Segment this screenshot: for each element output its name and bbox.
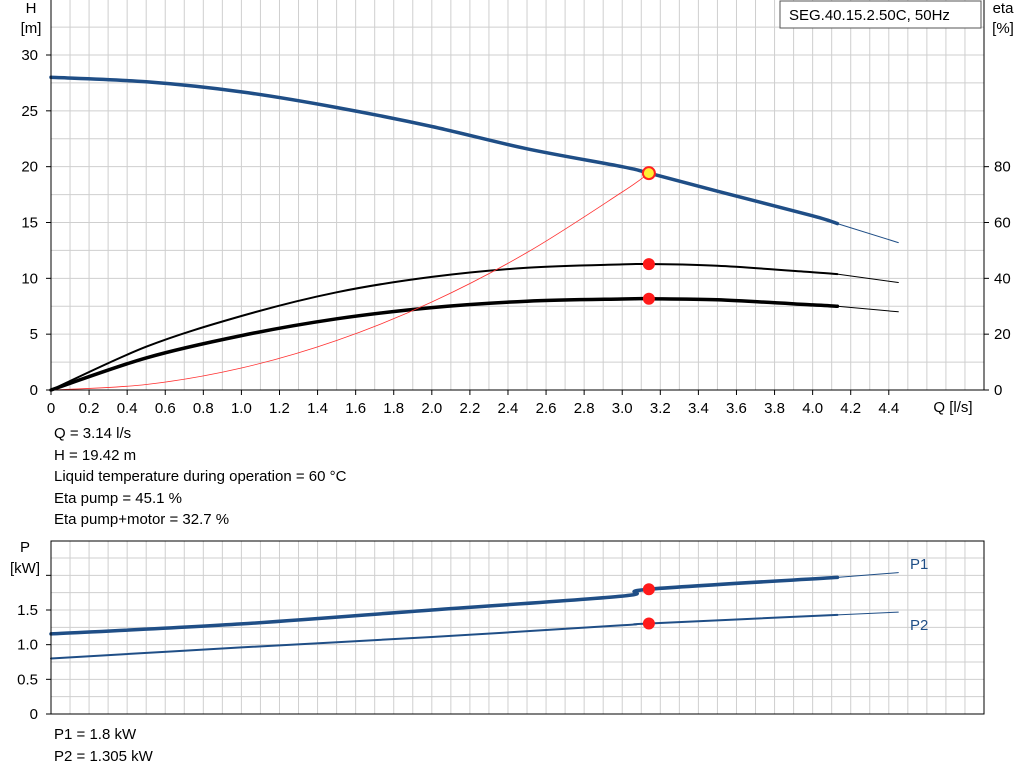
series-eta_pump-line	[50, 262, 839, 391]
info-temp: Liquid temperature during operation = 60…	[54, 468, 347, 485]
power-frame	[50, 540, 985, 715]
x-tick-label: 1.0	[231, 400, 252, 417]
series-eta_total_ext-line	[836, 305, 899, 313]
info-p1: P1 = 1.8 kW	[54, 726, 137, 743]
x-tick-label: 2.6	[536, 400, 557, 417]
eta-axis-unit: [%]	[992, 20, 1014, 37]
info-q: Q = 3.14 l/s	[54, 425, 132, 442]
p-tick-label: 1.5	[17, 602, 38, 619]
y-left-tick-label: 20	[21, 159, 38, 176]
x-tick-label: 4.4	[878, 400, 899, 417]
model-label: SEG.40.15.2.50C, 50Hz	[789, 7, 950, 24]
x-tick-label: 0	[47, 400, 55, 417]
y-left-tick-label: 10	[21, 270, 38, 287]
series-H-line	[49, 75, 840, 226]
power-grid	[51, 541, 984, 714]
x-tick-label: 0.6	[155, 400, 176, 417]
series-P1_ext-line	[836, 572, 899, 578]
y-left-tick-label: 25	[21, 103, 38, 120]
performance-axes: 0 0.2 0.4 0.6 0.8 1.0 1.2 1.4 1.6 1.8 2.0 2.2 2.4 2.6…	[21, 0, 1011, 417]
x-tick-label: 2.8	[574, 400, 595, 417]
power-curves	[49, 572, 899, 660]
legend-p1: P1	[910, 556, 928, 573]
eta-axis-label: eta	[993, 0, 1015, 17]
y-right-tick-label: 60	[994, 215, 1011, 232]
series-system_curve-line	[50, 172, 650, 391]
y-right-tick-label: 80	[994, 159, 1011, 176]
info-h: H = 19.42 m	[54, 446, 137, 464]
y-right-tick-label: 20	[994, 326, 1011, 343]
x-tick-label: 1.4	[307, 400, 328, 417]
p-tick-label: 0.5	[17, 671, 38, 688]
x-tick-label: 2.0	[421, 400, 442, 417]
power-points	[642, 583, 655, 630]
operating-points	[641, 166, 656, 305]
power-axes: 0 0.5 1.0 1.5	[17, 540, 985, 723]
legend-p2: P2	[910, 617, 928, 634]
x-tick-label: 3.0	[612, 400, 633, 417]
h-axis-label: H	[26, 0, 37, 17]
p-tick-label: 0	[30, 706, 38, 723]
power-point-1	[642, 617, 655, 630]
y-left-tick-label: 30	[21, 47, 38, 64]
info-eta-pump: Eta pump = 45.1 %	[54, 489, 182, 507]
x-tick-label: 0.8	[193, 400, 214, 417]
x-tick-label: 1.2	[269, 400, 290, 417]
series-eta_total-line	[49, 296, 840, 392]
operating-point-0	[641, 166, 656, 181]
info-eta-total: Eta pump+motor = 32.7 %	[54, 511, 230, 528]
q-axis-label: Q [l/s]	[933, 399, 972, 416]
y-left-tick-label: 0	[30, 382, 38, 399]
series-P1-line	[49, 575, 840, 636]
series-H_ext-line	[836, 223, 899, 244]
x-tick-label: 2.4	[498, 400, 519, 417]
power-point-0	[642, 583, 655, 596]
performance-grid	[51, 0, 984, 390]
y-right-tick-label: 40	[994, 270, 1011, 287]
series-P2-line	[50, 613, 839, 660]
x-tick-label: 1.6	[345, 400, 366, 417]
y-left-tick-label: 5	[30, 326, 38, 343]
model-label-box	[779, 0, 982, 29]
series-eta_pump_ext-line	[836, 273, 899, 283]
p-tick-label: 1.0	[17, 637, 38, 654]
p-axis-unit: [kW]	[10, 560, 40, 577]
x-tick-label: 4.2	[840, 400, 861, 417]
y-right-tick-label: 0	[994, 382, 1002, 399]
x-tick-label: 1.8	[383, 400, 404, 417]
x-tick-label: 3.2	[650, 400, 671, 417]
operating-point-2	[642, 292, 655, 305]
x-tick-label: 3.4	[688, 400, 709, 417]
x-tick-label: 0.4	[117, 400, 138, 417]
power-info: P1 = 1.8 kW P2 = 1.305 kW	[54, 724, 153, 767]
h-axis-unit: [m]	[21, 20, 42, 37]
x-tick-label: 3.8	[764, 400, 785, 417]
x-tick-label: 4.0	[802, 400, 823, 417]
performance-curves	[49, 75, 899, 392]
operating-point-1	[642, 258, 655, 271]
x-tick-label: 3.6	[726, 400, 747, 417]
x-tick-label: 2.2	[459, 400, 480, 417]
y-left-tick-label: 15	[21, 215, 38, 232]
series-P2_ext-line	[836, 611, 899, 616]
info-p2: P2 = 1.305 kW	[54, 747, 153, 765]
p-axis-label: P	[20, 539, 30, 556]
operating-info: Q = 3.14 l/s H = 19.42 m Liquid temperat…	[54, 423, 346, 531]
x-tick-label: 0.2	[79, 400, 100, 417]
